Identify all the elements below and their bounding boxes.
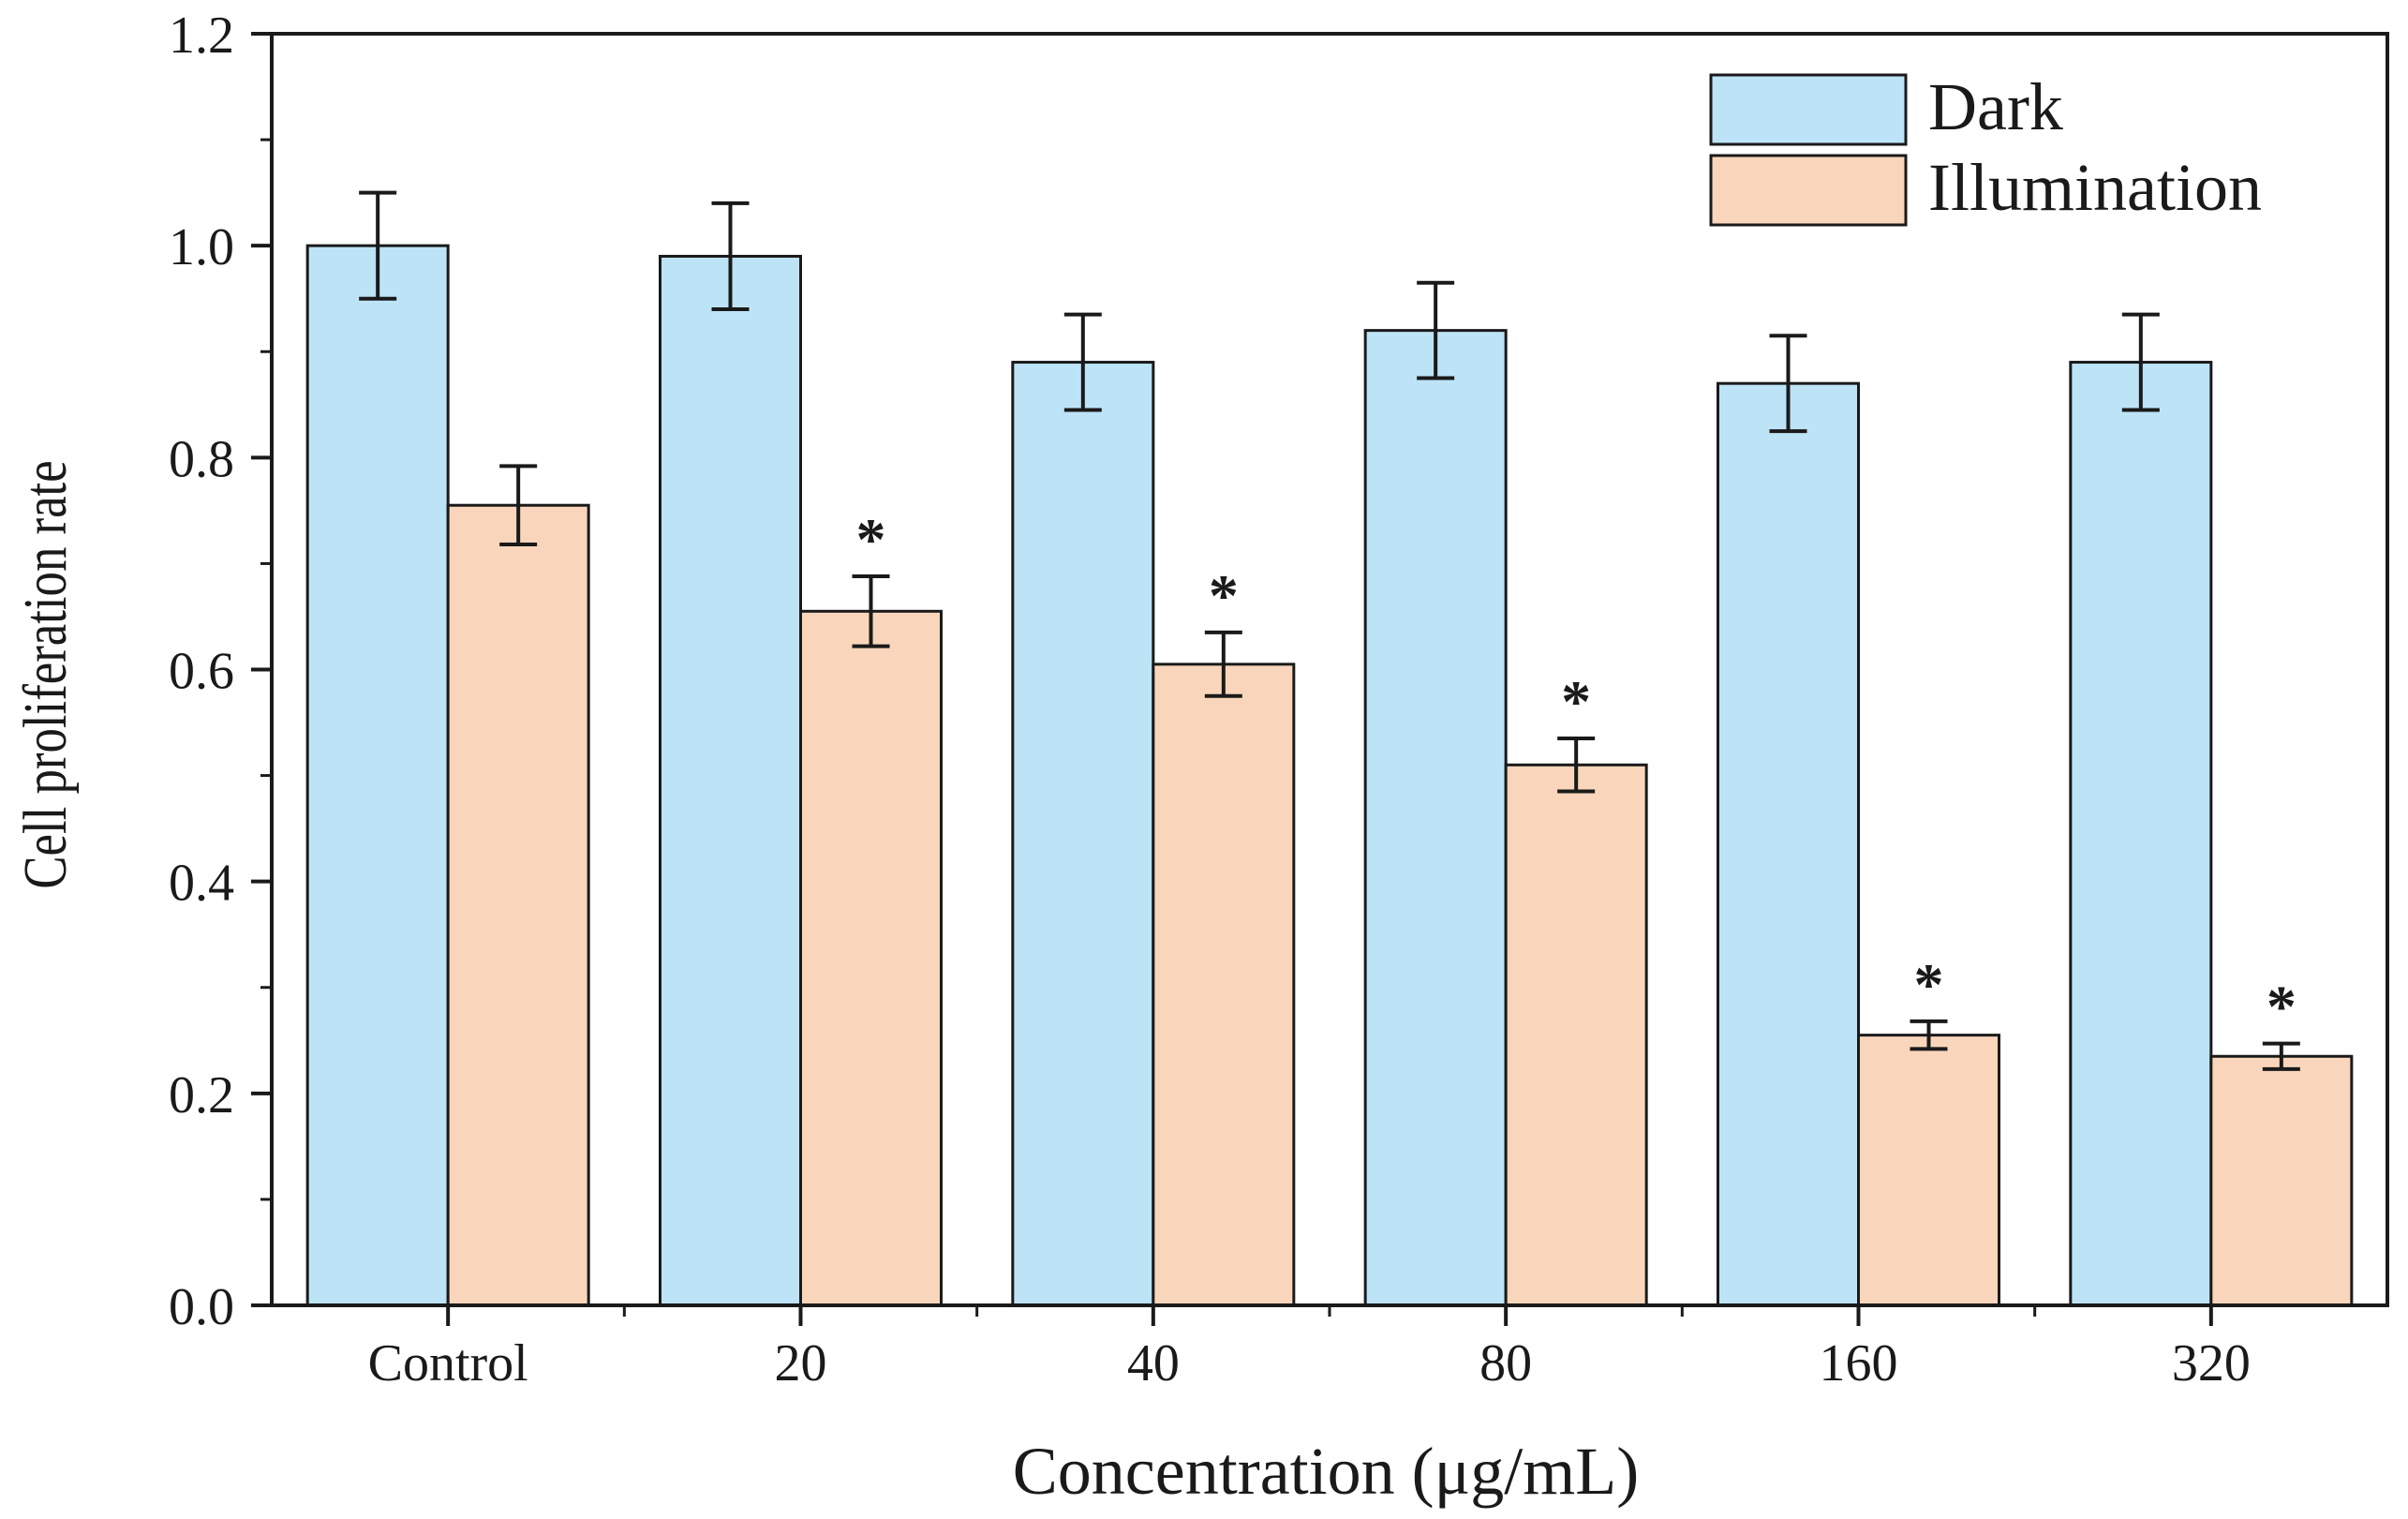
- y-tick-label: 0.2: [169, 1066, 234, 1124]
- bars-layer: [305, 244, 2354, 1307]
- bar-dark-40: [1011, 361, 1155, 1307]
- y-tick-label: 0.0: [169, 1278, 234, 1336]
- y-tick-label: 0.8: [169, 430, 234, 488]
- legend-label-dark: Dark: [1928, 69, 2063, 144]
- x-tick-label: 40: [1127, 1334, 1180, 1392]
- y-tick-label: 0.4: [169, 855, 234, 913]
- error-bars-layer: [359, 190, 2300, 1071]
- x-tick-label: 160: [1820, 1334, 1898, 1392]
- significance-layer: * * * * *: [856, 506, 2297, 1040]
- y-tick-label: 0.6: [169, 643, 234, 701]
- x-ticks-layer: Control 20 40 80 160 320: [368, 1305, 2251, 1392]
- x-tick-label: 20: [775, 1334, 827, 1392]
- bar-dark-control: [305, 244, 450, 1307]
- bar-dark-320: [2069, 361, 2213, 1307]
- legend-swatch-illumination: [1709, 154, 1908, 227]
- bar-illumination-80: [1504, 763, 1648, 1307]
- legend: Dark Illumination: [1709, 69, 2262, 227]
- bar-illumination-320: [2209, 1054, 2354, 1307]
- x-axis-title: Concentration (μg/mL): [1013, 1434, 1639, 1509]
- bar-illumination-40: [1152, 663, 1296, 1307]
- x-tick-label: 320: [2172, 1334, 2251, 1392]
- legend-label-illumination: Illumination: [1928, 150, 2262, 225]
- significance-star: *: [1561, 668, 1591, 735]
- bar-illumination-160: [1857, 1034, 2000, 1307]
- bar-dark-160: [1717, 381, 1860, 1307]
- y-tick-label: 1.0: [169, 218, 234, 276]
- y-tick-label: 1.2: [169, 7, 234, 65]
- legend-swatch-dark: [1709, 73, 1908, 146]
- bar-dark-80: [1363, 329, 1508, 1307]
- significance-star: *: [1914, 951, 1944, 1018]
- bar-illumination-control: [446, 503, 590, 1307]
- y-axis-title: Cell proliferation rate: [10, 460, 79, 888]
- x-tick-label: Control: [368, 1334, 528, 1392]
- significance-star: *: [1209, 562, 1239, 629]
- bar-illumination-20: [799, 609, 943, 1307]
- bar-dark-20: [659, 254, 802, 1307]
- significance-star: *: [2267, 974, 2297, 1040]
- significance-star: *: [856, 506, 886, 573]
- x-tick-label: 80: [1479, 1334, 1532, 1392]
- y-ticks-layer: 0.0 0.2 0.4 0.6 0.8 1.0 1.2: [169, 7, 272, 1336]
